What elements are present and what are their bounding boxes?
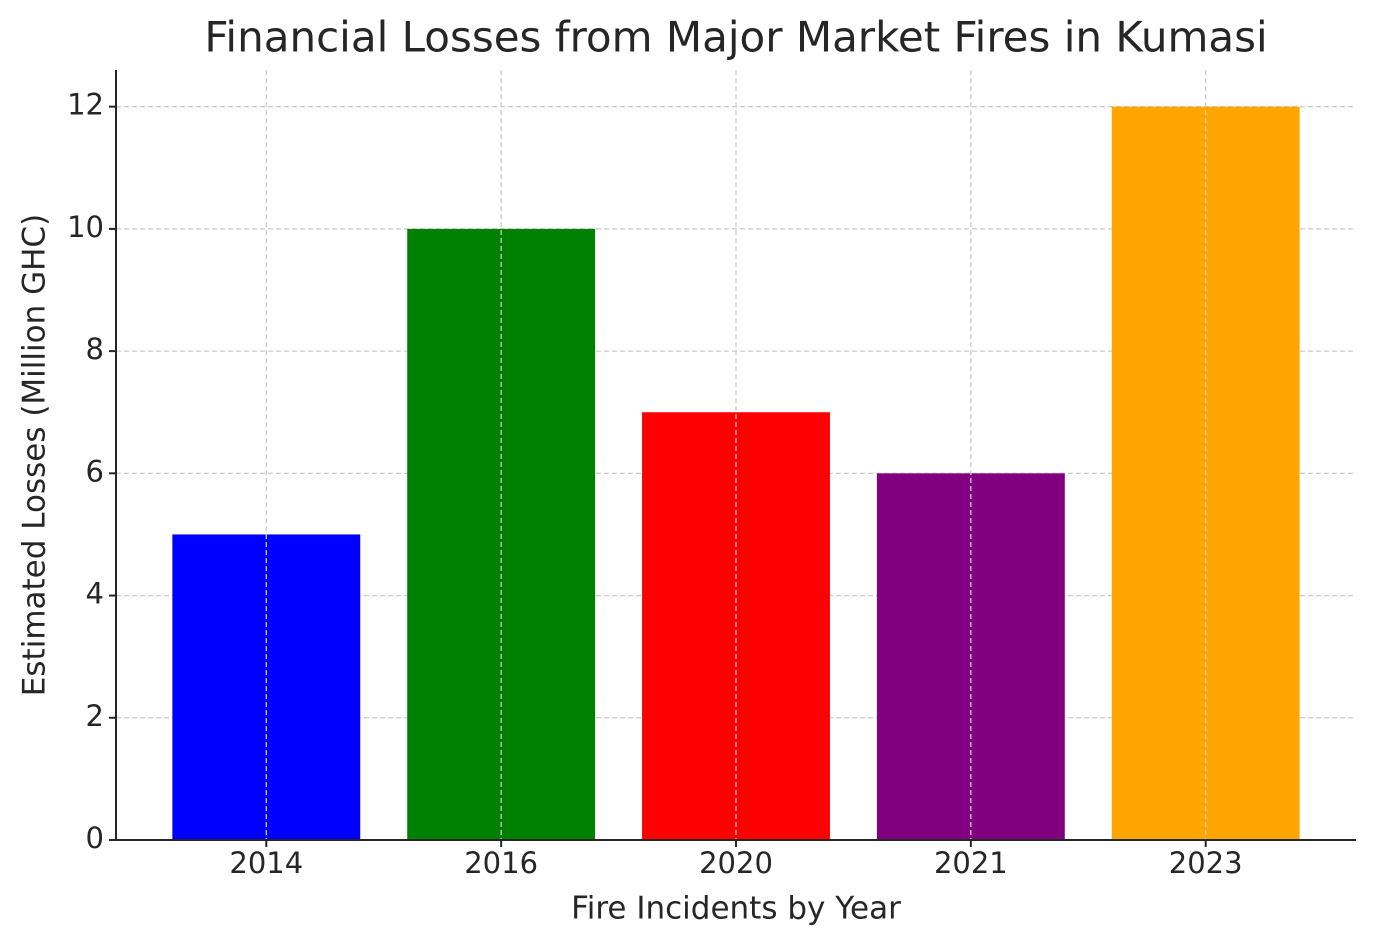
- y-tick-label: 4: [86, 577, 104, 611]
- chart-title: Financial Losses from Major Market Fires…: [204, 13, 1267, 62]
- x-tick-label: 2023: [1169, 846, 1243, 880]
- x-tick-label: 2014: [229, 846, 303, 880]
- x-axis-label: Fire Incidents by Year: [571, 891, 901, 927]
- y-tick-label: 2: [86, 699, 104, 733]
- y-axis-label: Estimated Losses (Million GHC): [17, 214, 53, 696]
- y-tick-label: 8: [86, 332, 104, 366]
- x-tick-label: 2016: [464, 846, 538, 880]
- x-tick-label: 2021: [934, 846, 1008, 880]
- y-tick-label: 10: [67, 210, 104, 244]
- y-tick-label: 12: [67, 88, 104, 122]
- y-tick-label: 6: [86, 454, 104, 488]
- x-tick-label: 2020: [699, 846, 773, 880]
- y-tick-label: 0: [86, 821, 104, 855]
